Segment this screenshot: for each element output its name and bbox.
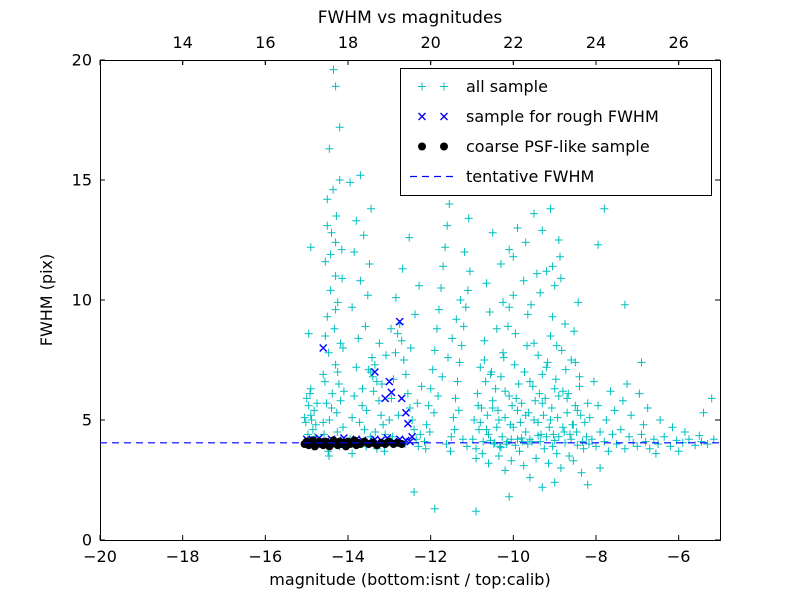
legend-entry-coarse-psf-like-sample: coarse PSF-like sample [418, 137, 650, 156]
legend-dot-marker [418, 142, 426, 151]
x-tick-label: −20 [83, 547, 117, 566]
legend-dot-marker [440, 142, 448, 151]
x-tick-label: −10 [496, 547, 530, 566]
x-tick-label: −8 [584, 547, 608, 566]
top-x-tick-label: 26 [668, 33, 688, 52]
top-x-tick-label: 24 [586, 33, 606, 52]
legend-entry-all-sample: all sample [418, 77, 548, 96]
top-x-tick-label: 16 [255, 33, 275, 52]
legend-label-sample-for-rough-fwhm: sample for rough FWHM [466, 107, 659, 126]
top-x-tick-label: 14 [172, 33, 192, 52]
legend-box [400, 68, 712, 196]
legend-plus-marker [418, 82, 426, 91]
y-axis-label: FWHM (pix) [37, 254, 56, 347]
legend-label-all-sample: all sample [466, 77, 548, 96]
top-x-tick-label: 20 [420, 33, 440, 52]
x-axis-label: magnitude (bottom:isnt / top:calib) [269, 570, 550, 589]
top-x-tick-label: 18 [338, 33, 358, 52]
legend-x-marker [418, 112, 426, 121]
y-tick-label: 20 [72, 51, 92, 70]
y-tick-label: 15 [72, 171, 92, 190]
axis-tick-labels: −20 −18 −16 −14 −12 −10 −8 −6 14 16 18 20 22 24 26 0 5 10… [72, 33, 691, 566]
legend-label-tentative-fwhm: tentative FWHM [466, 167, 594, 186]
legend-entry-sample-for-rough-fwhm: sample for rough FWHM [418, 107, 659, 126]
legend: all sample sample for rough FWHM coarse PS… [400, 68, 712, 196]
chart-title: FWHM vs magnitudes [318, 8, 503, 28]
x-tick-label: −18 [166, 547, 200, 566]
legend-entry-tentative-fwhm: tentative FWHM [410, 167, 594, 186]
x-tick-label: −12 [414, 547, 448, 566]
y-tick-label: 5 [82, 411, 92, 430]
dot-marker [397, 440, 406, 448]
top-x-tick-label: 22 [503, 33, 523, 52]
y-tick-label: 10 [72, 291, 92, 310]
axis-ticks [99, 59, 720, 541]
legend-x-marker [440, 112, 448, 121]
x-tick-label: −14 [331, 547, 365, 566]
x-tick-label: −16 [248, 547, 282, 566]
series-coarse-psf-like-sample [300, 436, 406, 451]
y-tick-label: 0 [82, 531, 92, 550]
legend-plus-marker [440, 82, 448, 91]
legend-label-coarse-psf-like-sample: coarse PSF-like sample [466, 137, 650, 156]
x-tick-label: −6 [667, 547, 691, 566]
